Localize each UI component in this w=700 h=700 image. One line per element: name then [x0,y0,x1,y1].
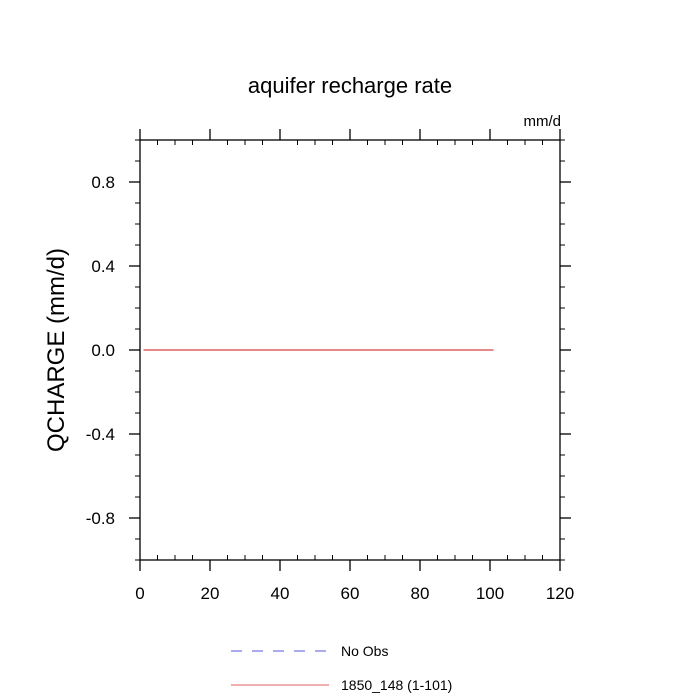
x-tick-labels: 0 20 40 60 80 100 120 [135,584,574,603]
x-tick-label: 40 [271,584,290,603]
y-tick-label: -0.8 [86,509,115,528]
y-tick-label: -0.4 [86,425,115,444]
minor-ticks [135,139,565,561]
x-tick-label: 0 [135,584,144,603]
y-tick-label: 0.4 [91,257,115,276]
x-tick-label: 120 [546,584,574,603]
legend-label-1: 1850_148 (1-101) [341,677,452,693]
major-ticks [129,129,571,571]
legend: No Obs 1850_148 (1-101) [231,643,452,693]
x-tick-label: 100 [476,584,504,603]
y-tick-labels: -0.8 -0.4 0.0 0.4 0.8 [86,173,115,528]
y-tick-label: 0.0 [91,341,115,360]
legend-label-0: No Obs [341,643,388,659]
units-label: mm/d [524,113,562,130]
x-tick-label: 60 [341,584,360,603]
y-tick-label: 0.8 [91,173,115,192]
x-tick-label: 80 [411,584,430,603]
x-tick-label: 20 [201,584,220,603]
y-axis-label: QCHARGE (mm/d) [43,248,70,452]
chart-title: aquifer recharge rate [248,73,452,98]
